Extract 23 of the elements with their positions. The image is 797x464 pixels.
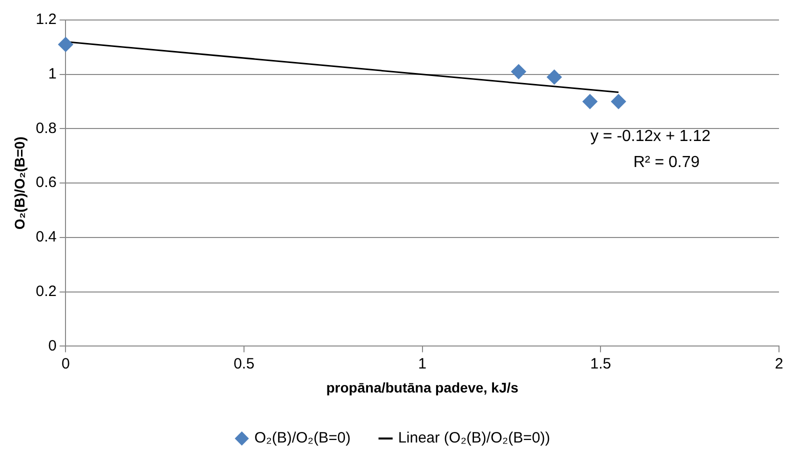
- y-axis-title: O₂(B)/O₂(B=0): [11, 136, 28, 230]
- point: [610, 94, 626, 110]
- x-tick-label: 0: [61, 355, 70, 372]
- point: [58, 36, 74, 52]
- legend-label: O₂(B)/O₂(B=0): [254, 430, 351, 447]
- x-tick-label: 0.5: [234, 355, 254, 372]
- point: [582, 94, 598, 110]
- legend-label: Linear (O₂(B)/O₂(B=0)): [398, 430, 550, 447]
- x-tick-label: 1: [418, 355, 426, 372]
- y-tick-label: 0.8: [36, 120, 57, 137]
- y-tick-label: 1.2: [36, 11, 57, 28]
- y-tick-label: 0.6: [36, 174, 57, 192]
- x-tick-label: 2: [774, 355, 784, 372]
- x-tick-label: 1.5: [590, 355, 612, 372]
- x-axis-title: propāna/butāna padeve, kJ/s: [326, 379, 519, 396]
- annotation: R² = 0.79: [633, 154, 700, 172]
- point: [546, 70, 562, 85]
- y-tick-label: 0: [48, 337, 57, 354]
- y-tick-label: 1: [48, 66, 57, 83]
- point: [511, 64, 526, 80]
- y-tick-label: 0.2: [36, 282, 57, 300]
- annotation: y = -0.12x + 1.12: [590, 128, 711, 146]
- y-tick-label: 0.4: [36, 228, 57, 246]
